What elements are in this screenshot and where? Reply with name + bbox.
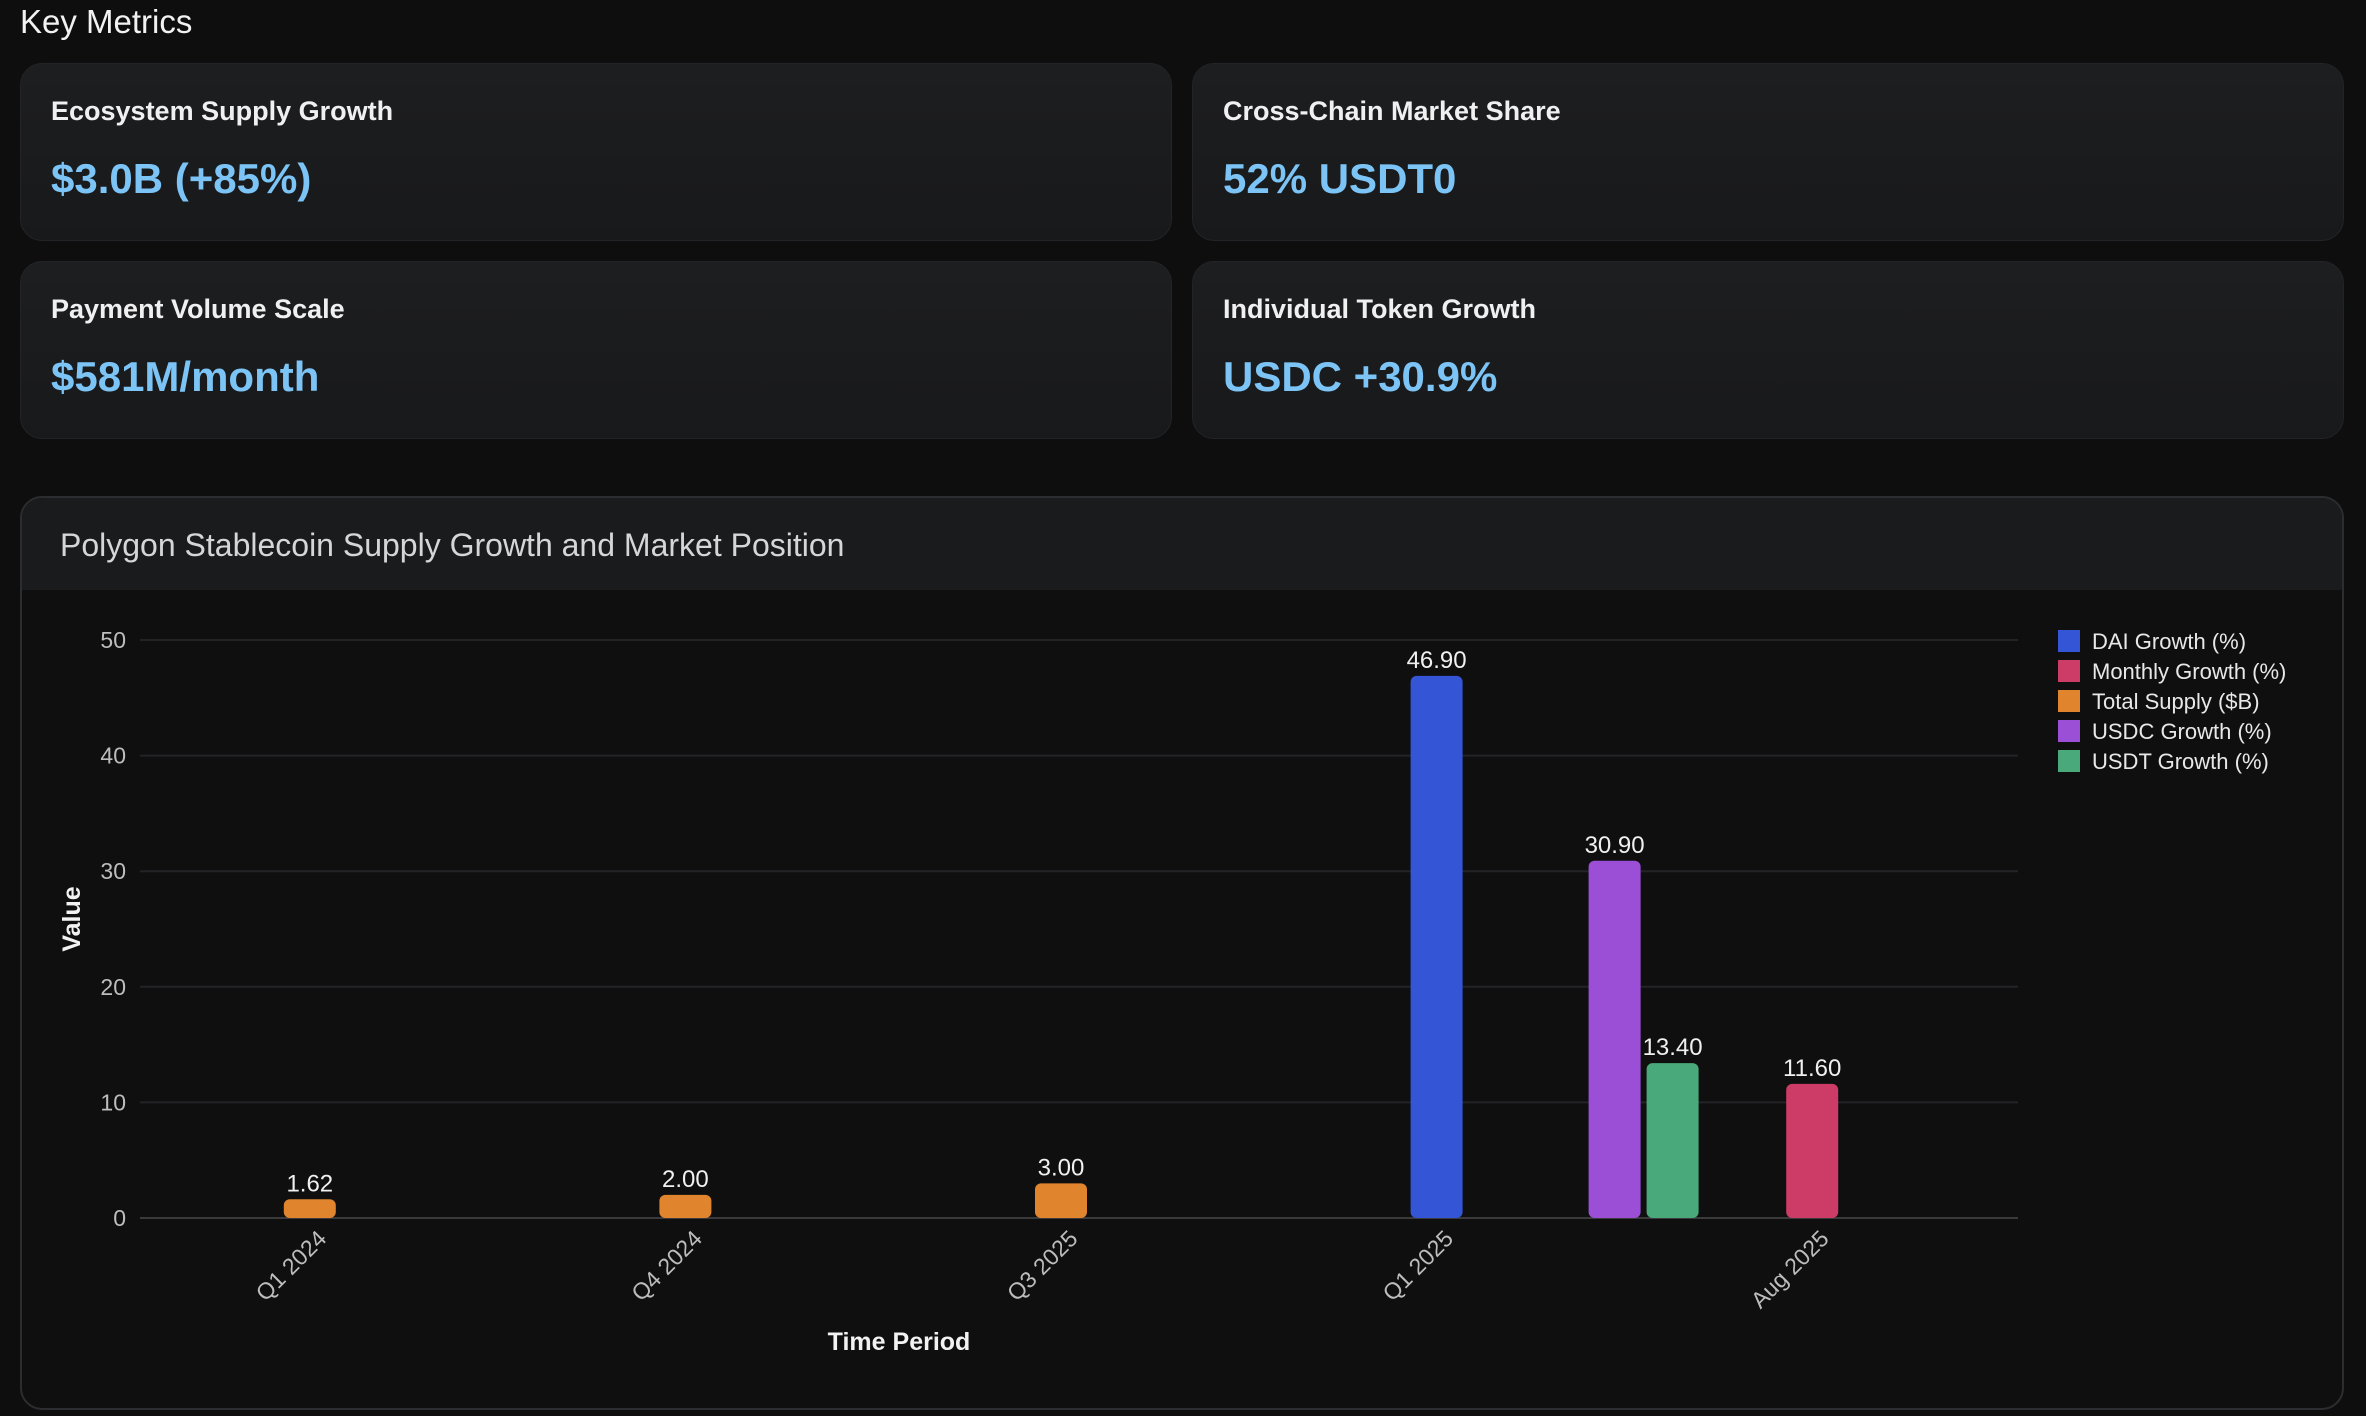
legend-swatch <box>2058 720 2080 742</box>
bar-chart: 0 10 20 30 40 50 1.62 Q1 2024 2.00 Q4 2024 3.00 Q3 … <box>58 627 2286 1356</box>
bar <box>1588 860 1641 1218</box>
x-tick-label: Q1 2024 <box>251 1225 332 1306</box>
y-tick-label: 10 <box>100 1089 126 1115</box>
legend-swatch <box>2058 690 2080 712</box>
metric-label: Ecosystem Supply Growth <box>51 96 394 126</box>
y-axis-title: Value <box>58 886 86 951</box>
legend-item: Total Supply ($B) <box>2092 689 2260 714</box>
section-title: Key Metrics <box>20 3 193 40</box>
data-label: 11.60 <box>1783 1055 1841 1082</box>
bar <box>1786 1083 1839 1218</box>
x-tick-label: Q4 2024 <box>626 1225 707 1306</box>
metric-card-market-share: Cross-Chain Market Share 52% USDT0 <box>1192 63 2344 241</box>
data-label: 3.00 <box>1038 1154 1085 1181</box>
legend-swatch <box>2058 660 2080 682</box>
x-tick-label: Q3 2025 <box>1002 1225 1083 1306</box>
x-tick-label: Aug 2025 <box>1746 1225 1834 1313</box>
bar <box>1410 675 1463 1218</box>
legend-item: USDT Growth (%) <box>2092 749 2269 774</box>
metric-value: $581M/month <box>51 353 320 400</box>
metric-label: Cross-Chain Market Share <box>1223 96 1561 126</box>
bar <box>1035 1183 1087 1218</box>
chart-header: Polygon Stablecoin Supply Growth and Mar… <box>22 498 2342 590</box>
data-label: 30.90 <box>1585 832 1645 859</box>
legend-item: Monthly Growth (%) <box>2092 659 2286 684</box>
legend-item: USDC Growth (%) <box>2092 719 2272 744</box>
metric-value: $3.0B (+85%) <box>51 155 312 202</box>
chart-title: Polygon Stablecoin Supply Growth and Mar… <box>60 527 845 563</box>
y-tick-label: 20 <box>100 974 126 1000</box>
chart-panel: Polygon Stablecoin Supply Growth and Mar… <box>20 496 2344 1410</box>
x-tick-label: Q1 2025 <box>1377 1225 1458 1306</box>
metric-card-token-growth: Individual Token Growth USDC +30.9% <box>1192 261 2344 439</box>
data-label: 1.62 <box>286 1170 333 1197</box>
data-label: 13.40 <box>1643 1034 1703 1061</box>
metric-value: 52% USDT0 <box>1223 155 1457 202</box>
metric-card-supply-growth: Ecosystem Supply Growth $3.0B (+85%) <box>20 63 1172 241</box>
legend-swatch <box>2058 630 2080 652</box>
legend-item: DAI Growth (%) <box>2092 629 2246 654</box>
metric-label: Individual Token Growth <box>1223 294 1537 324</box>
legend-swatch <box>2058 750 2080 772</box>
bar <box>1646 1063 1699 1218</box>
data-label: 2.00 <box>662 1166 709 1193</box>
bar <box>283 1199 336 1218</box>
metric-label: Payment Volume Scale <box>51 294 345 324</box>
y-tick-label: 0 <box>113 1205 126 1231</box>
metric-card-payment-volume: Payment Volume Scale $581M/month <box>20 261 1172 439</box>
x-axis-title: Time Period <box>828 1328 971 1356</box>
y-tick-label: 30 <box>100 858 126 884</box>
data-label: 46.90 <box>1407 647 1467 674</box>
bar <box>659 1194 712 1218</box>
metric-value: USDC +30.9% <box>1223 353 1498 400</box>
y-tick-label: 40 <box>100 743 126 769</box>
y-tick-label: 50 <box>100 627 126 653</box>
